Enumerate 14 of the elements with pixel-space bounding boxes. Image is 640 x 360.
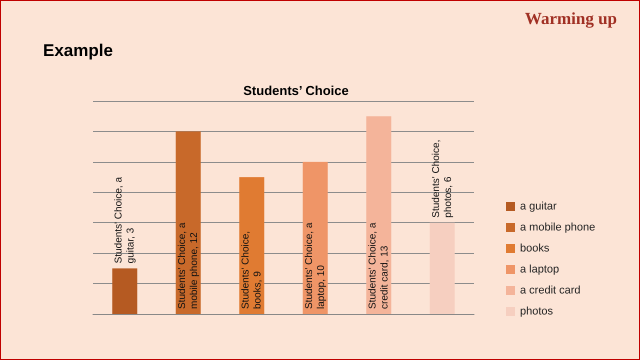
legend-label: a credit card <box>520 284 581 296</box>
legend-label: a guitar <box>520 200 558 212</box>
legend-label: a mobile phone <box>520 222 596 234</box>
data-label: Students' Choice, books, 9 <box>240 228 264 309</box>
text: Example <box>43 41 113 61</box>
legend-label: photos <box>520 306 554 318</box>
data-label: Students' Choice, a mobile phone, 12 <box>176 220 200 309</box>
text: Warming up <box>524 9 617 29</box>
chart-title: Students’ Choice <box>243 83 349 98</box>
data-label: Students' Choice, a guitar, 3 <box>113 174 136 264</box>
legend-label: books <box>520 242 550 254</box>
data-label: Students' Choice, photos, 6 <box>430 136 454 218</box>
data-label: Students' Choice, a laptop, 10 <box>304 220 327 309</box>
legend-label: a laptop <box>520 264 560 276</box>
